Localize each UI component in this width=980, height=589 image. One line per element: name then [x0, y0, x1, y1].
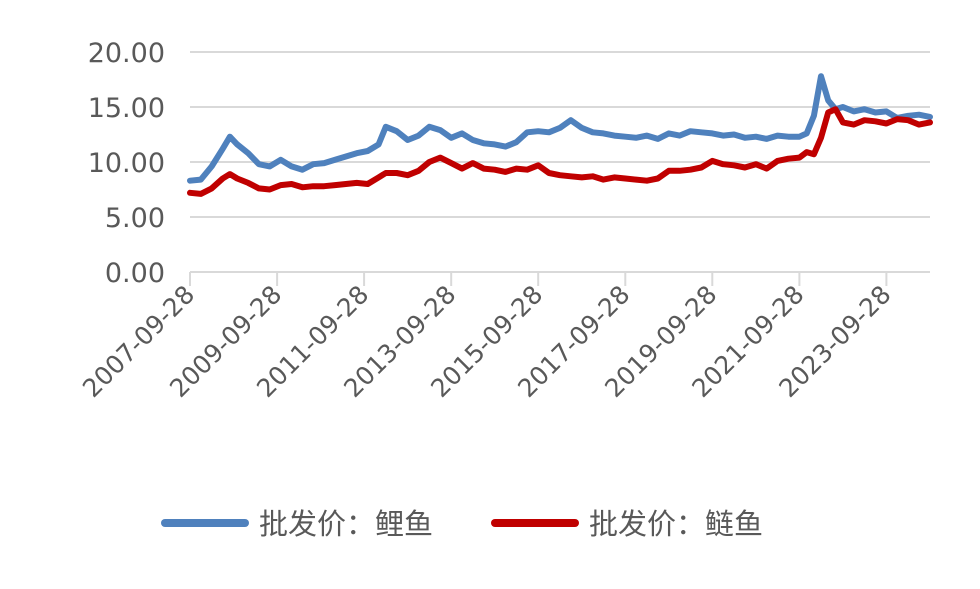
- series-line-1: [187, 73, 933, 184]
- x-axis-ticks: 2007-09-282009-09-282011-09-282013-09-28…: [77, 280, 897, 403]
- legend-label: 批发价：鲤鱼: [259, 507, 433, 541]
- legend: 批发价：鲤鱼 批发价：鲢鱼: [161, 507, 763, 541]
- y-tick-label: 15.00: [88, 93, 165, 124]
- legend-label: 批发价：鲢鱼: [589, 507, 763, 541]
- y-axis-ticks: 0.00 5.00 10.00 15.00 20.00: [88, 38, 165, 289]
- x-axis: [189, 271, 930, 286]
- series-line-2: [187, 106, 933, 197]
- y-tick-label: 10.00: [88, 148, 165, 179]
- y-tick-label: 0.00: [105, 258, 165, 289]
- y-tick-label: 20.00: [88, 38, 165, 69]
- series-lines: [187, 73, 933, 197]
- y-tick-label: 5.00: [105, 203, 165, 234]
